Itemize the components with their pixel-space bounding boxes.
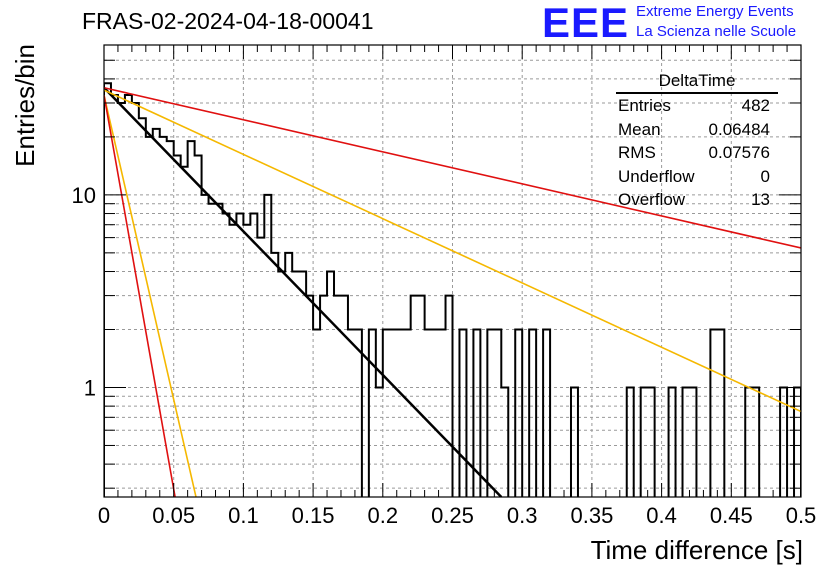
logo-line-2: La Scienza nelle Scuole — [636, 23, 797, 40]
stat-row-overflow: Overflow 13 — [610, 188, 778, 212]
fit-line-4 — [104, 94, 197, 497]
x-tick-label: 0.25 — [431, 503, 474, 528]
stat-label: Overflow — [618, 190, 686, 209]
stat-value: 0.07576 — [708, 143, 770, 162]
fit-line-2 — [104, 86, 801, 249]
x-tick-label: 0.1 — [228, 503, 259, 528]
x-tick-label: 0.2 — [368, 503, 399, 528]
fit-line-1 — [104, 86, 503, 497]
histogram-series — [104, 82, 801, 497]
x-tick-label: 0.4 — [646, 503, 677, 528]
eee-logo: EEE — [542, 0, 630, 46]
x-tick-label: 0.45 — [710, 503, 753, 528]
x-tick-label: 0.05 — [152, 503, 195, 528]
y-tick-label: 1 — [84, 375, 96, 400]
logo-line-1: Extreme Energy Events — [636, 3, 794, 20]
stat-value: 482 — [741, 96, 770, 115]
stat-row-underflow: Underflow 0 — [610, 165, 778, 189]
x-tick-label: 0.5 — [786, 503, 817, 528]
axis-ticks — [103, 45, 802, 497]
stat-label: Mean — [618, 119, 661, 139]
stat-row-entries: Entries 482 — [610, 94, 778, 118]
x-tick-label: 0 — [98, 503, 110, 528]
stat-row-mean: Mean 0.06484 — [610, 118, 778, 142]
stat-label: RMS — [618, 143, 656, 162]
y-tick-label: 10 — [72, 183, 96, 208]
stat-row-rms: RMS 0.07576 — [610, 141, 778, 165]
stat-label: Underflow — [618, 166, 695, 186]
fit-line-3 — [104, 89, 801, 413]
stats-title: DeltaTime — [616, 70, 778, 94]
x-tick-label: 0.3 — [507, 503, 538, 528]
chart-title: FRAS-02-2024-04-18-00041 — [82, 8, 374, 34]
stat-label: Entries — [618, 96, 671, 115]
fit-line-5 — [104, 94, 176, 497]
stats-box: DeltaTime Entries 482 Mean 0.06484 RMS 0… — [610, 70, 778, 212]
stat-value: 0.06484 — [708, 119, 770, 139]
y-axis-label: Entries/bin — [10, 44, 40, 167]
x-tick-label: 0.35 — [570, 503, 613, 528]
stat-value: 13 — [751, 190, 770, 209]
x-tick-label: 0.15 — [292, 503, 335, 528]
stat-value: 0 — [760, 166, 770, 186]
x-axis-label: Time difference [s] — [591, 535, 803, 565]
